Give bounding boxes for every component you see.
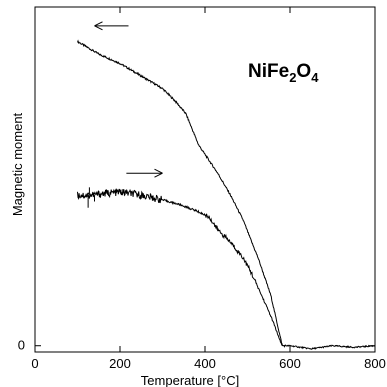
tick-labels: 0 200 400 600 800 0	[18, 338, 386, 371]
arrow-right-icon	[126, 168, 163, 178]
x-tick-label: 0	[31, 356, 38, 371]
title-part-sub-1: 2	[289, 70, 296, 85]
x-tick-label: 400	[194, 356, 216, 371]
chart-title: NiFe2O4	[248, 61, 319, 85]
title-part-main-2: O	[296, 61, 311, 82]
plot-frame	[34, 6, 376, 353]
series-line-cooling	[77, 39, 376, 350]
title-part-main: NiFe	[248, 61, 289, 82]
arrow-left-icon	[94, 21, 129, 31]
x-tick-label: 200	[109, 356, 131, 371]
title-part-sub-2: 4	[311, 70, 319, 85]
y-axis-label: Magnetic moment	[10, 112, 25, 216]
series-line-heating	[77, 188, 283, 346]
x-axis-label: Temperature [°C]	[141, 373, 239, 387]
series-layer	[77, 39, 376, 350]
x-tick-label: 600	[279, 356, 301, 371]
x-tick-label: 800	[364, 356, 386, 371]
arrow-layer	[94, 21, 163, 178]
axis-ticks	[34, 7, 376, 352]
y-tick-label: 0	[18, 338, 25, 353]
